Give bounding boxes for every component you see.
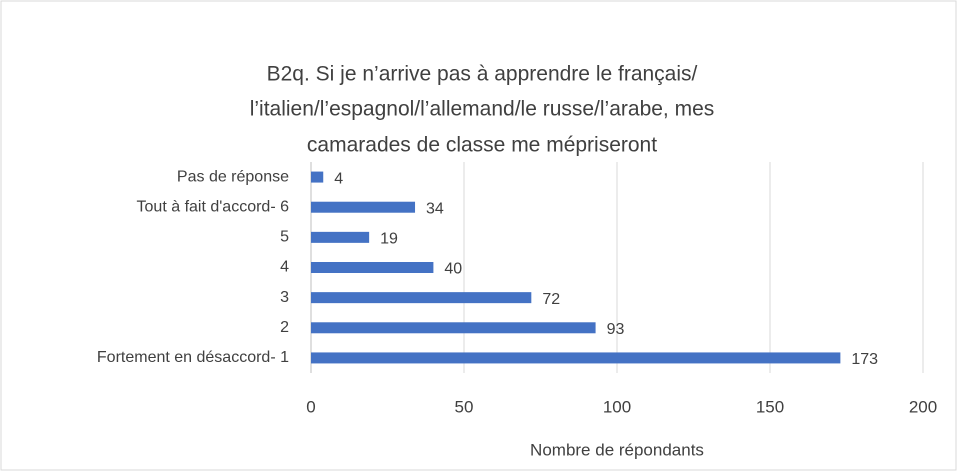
data-label: 19 bbox=[380, 231, 398, 248]
x-tick-label: 200 bbox=[909, 397, 937, 416]
x-tick-label: 0 bbox=[306, 397, 315, 416]
title-line: B2q. Si je n’arrive pas à apprendre le f… bbox=[267, 63, 698, 86]
data-label: 34 bbox=[426, 200, 444, 217]
data-label: 173 bbox=[851, 351, 878, 368]
data-label: 93 bbox=[607, 321, 625, 338]
bar bbox=[311, 171, 324, 183]
bar bbox=[311, 231, 370, 243]
bar bbox=[311, 292, 532, 304]
y-tick-label: 5 bbox=[280, 229, 289, 246]
title-line: l’italien/l’espagnol/l’allemand/le russe… bbox=[250, 98, 715, 121]
data-label: 72 bbox=[542, 291, 560, 308]
x-tick-label: 150 bbox=[756, 397, 784, 416]
x-axis-label: Nombre de répondants bbox=[530, 440, 704, 459]
bar bbox=[311, 262, 434, 273]
y-tick-label: 3 bbox=[280, 289, 289, 306]
y-tick-label: Fortement en désaccord- 1 bbox=[97, 349, 289, 366]
y-tick-label: 4 bbox=[280, 259, 289, 276]
data-label: 40 bbox=[444, 261, 462, 278]
x-tick-label: 50 bbox=[455, 397, 474, 416]
y-tick-label: Pas de réponse bbox=[177, 168, 289, 185]
x-tick-label: 100 bbox=[603, 397, 631, 416]
chart-title: B2q. Si je n’arrive pas à apprendre le f… bbox=[250, 63, 715, 157]
title-line: camarades de classe me mépriseront bbox=[307, 134, 657, 157]
data-label: 4 bbox=[334, 170, 343, 187]
bar bbox=[311, 322, 596, 334]
bar bbox=[311, 352, 841, 364]
y-tick-label: Tout à fait d'accord- 6 bbox=[137, 198, 290, 215]
y-tick-label: 2 bbox=[280, 319, 289, 336]
bar bbox=[311, 201, 416, 213]
